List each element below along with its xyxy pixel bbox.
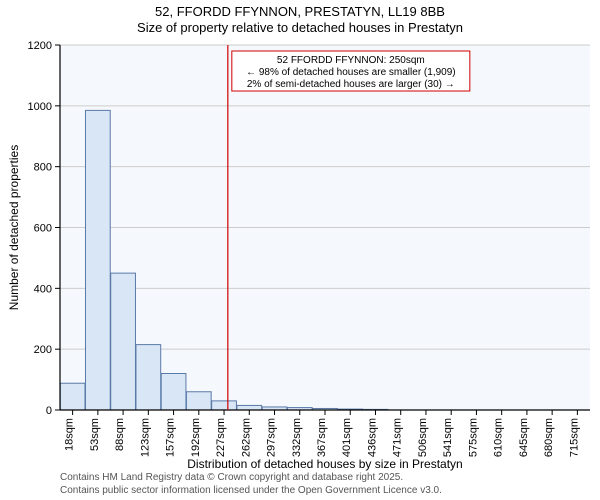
- x-tick-label: 575sqm: [467, 418, 479, 457]
- chart-title-line-1: 52, FFORDD FFYNNON, PRESTATYN, LL19 8BB: [155, 4, 445, 19]
- x-tick-label: 436sqm: [366, 418, 378, 457]
- y-tick-label: 600: [34, 223, 52, 235]
- x-tick-label: 53sqm: [89, 418, 101, 451]
- x-tick-label: 680sqm: [543, 418, 555, 457]
- x-tick-label: 367sqm: [316, 418, 328, 457]
- x-tick-label: 332sqm: [291, 418, 303, 457]
- x-tick-label: 192sqm: [190, 418, 202, 457]
- y-tick-label: 800: [34, 162, 52, 174]
- x-tick-label: 297sqm: [266, 418, 278, 457]
- x-tick-label: 18sqm: [64, 418, 76, 451]
- x-tick-label: 715sqm: [568, 418, 580, 457]
- histogram-bar: [60, 383, 85, 410]
- x-tick-label: 123sqm: [139, 418, 151, 457]
- histogram-bar: [161, 374, 186, 411]
- x-tick-label: 401sqm: [341, 418, 353, 457]
- x-tick-label: 157sqm: [165, 418, 177, 457]
- histogram-bar: [136, 345, 161, 410]
- histogram-bar: [111, 273, 136, 410]
- y-tick-label: 400: [34, 283, 52, 295]
- y-tick-label: 200: [34, 344, 52, 356]
- x-axis-label: Distribution of detached houses by size …: [187, 457, 462, 471]
- x-tick-label: 610sqm: [493, 418, 505, 457]
- x-tick-label: 541sqm: [442, 418, 454, 457]
- footer-line-2: Contains public sector information licen…: [60, 485, 442, 496]
- y-tick-label: 1000: [28, 101, 52, 113]
- footer-line-1: Contains HM Land Registry data © Crown c…: [60, 472, 403, 483]
- histogram-bar: [85, 110, 110, 410]
- histogram-bar: [186, 392, 211, 410]
- x-tick-label: 471sqm: [392, 418, 404, 457]
- x-tick-label: 506sqm: [417, 418, 429, 457]
- y-tick-label: 1200: [28, 40, 52, 52]
- y-axis-label: Number of detached properties: [7, 145, 21, 310]
- y-tick-label: 0: [46, 405, 52, 417]
- histogram-bar: [237, 405, 262, 410]
- histogram-chart: 0 200 400 600 800 1000 1200 18sqm 53sqm 88sqm 123s…: [0, 0, 600, 500]
- chart-container: 0 200 400 600 800 1000 1200 18sqm 53sqm 88sqm 123s…: [0, 0, 600, 500]
- x-tick-label: 262sqm: [240, 418, 252, 457]
- annotation-line-2: ← 98% of detached houses are smaller (1,…: [246, 67, 456, 78]
- histogram-bar: [212, 401, 237, 410]
- x-tick-label: 645sqm: [518, 418, 530, 457]
- annotation-line-3: 2% of semi-detached houses are larger (3…: [247, 79, 455, 90]
- annotation-line-1: 52 FFORDD FFYNNON: 250sqm: [277, 55, 425, 66]
- chart-title-line-2: Size of property relative to detached ho…: [137, 20, 463, 35]
- x-tick-label: 227sqm: [215, 418, 227, 457]
- x-tick-label: 88sqm: [114, 418, 126, 451]
